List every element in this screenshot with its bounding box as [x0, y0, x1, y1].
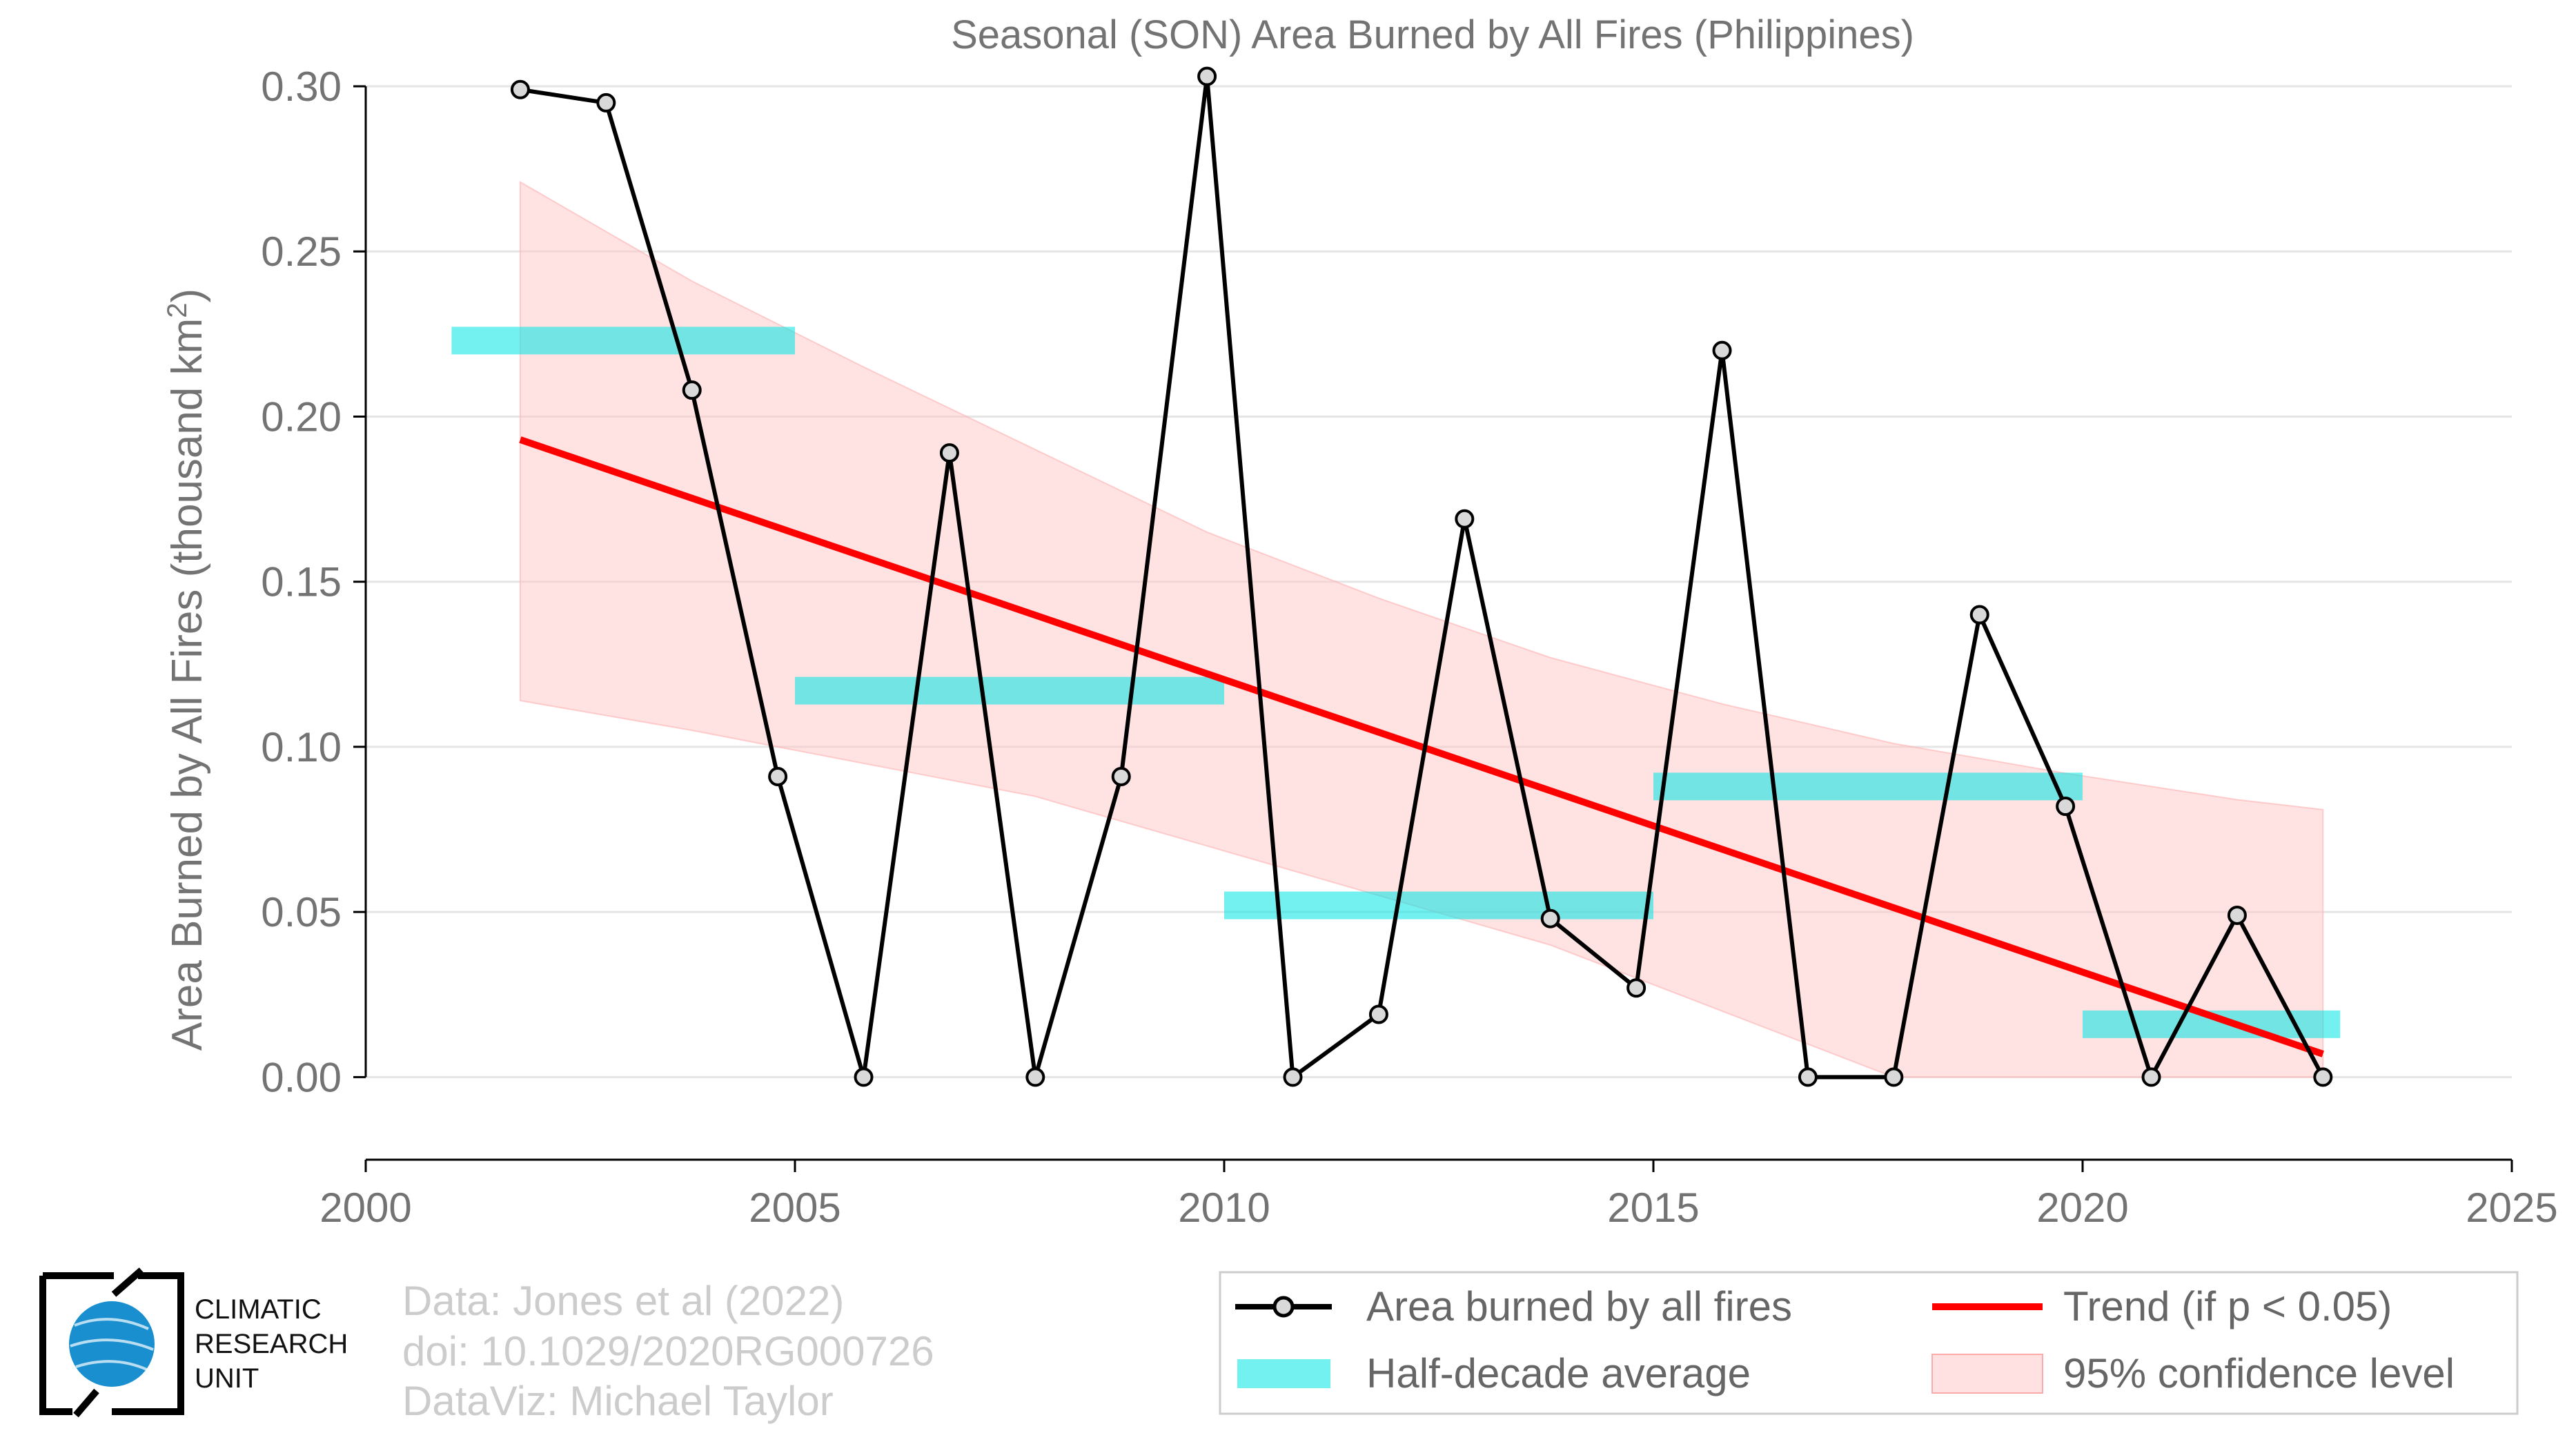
legend-trend-label: Trend (if p < 0.05): [2063, 1283, 2392, 1330]
confidence-band: [519, 181, 2324, 1078]
x-tick-label: 2010: [1178, 1185, 1270, 1231]
confidence-band-area: [519, 181, 2324, 1078]
y-tick-label: 0.00: [261, 1054, 342, 1100]
data-point: [1025, 1067, 1045, 1087]
y-tick-label: 0.05: [261, 889, 342, 935]
cru-logo: CLIMATIC RESEARCH UNIT: [39, 1267, 348, 1418]
data-point: [854, 1067, 874, 1087]
data-point: [1626, 978, 1646, 998]
legend-confidence-swatch: [1931, 1354, 2043, 1394]
data-point: [1368, 1004, 1388, 1024]
credit-data: Data: Jones et al (2022): [402, 1278, 844, 1324]
data-point: [596, 92, 616, 113]
data-point: [1455, 509, 1475, 529]
globe-swirl: [70, 1318, 154, 1372]
y-tick-label: 0.30: [261, 64, 342, 110]
data-point: [1712, 340, 1732, 360]
credit-dataviz: DataViz: Michael Taylor: [402, 1378, 834, 1424]
trend-line-path: [519, 436, 2324, 1058]
chart-title: Seasonal (SON) Area Burned by All Fires …: [951, 12, 1914, 57]
legend-item-series: Area burned by all fires: [1235, 1283, 1792, 1330]
legend-item-confidence: 95% confidence level: [1931, 1350, 2455, 1396]
series-line: [520, 74, 2325, 1080]
data-point: [1111, 766, 1131, 786]
legend: Area burned by all fires Trend (if p < 0…: [1219, 1271, 2519, 1415]
logo-text-line3: UNIT: [195, 1363, 259, 1394]
data-point: [1197, 66, 1217, 86]
x-tick-label: 2000: [319, 1185, 411, 1231]
data-point: [2313, 1067, 2333, 1087]
data-point: [1798, 1067, 1818, 1087]
half-decade-averages: [451, 327, 2341, 1038]
y-tick-label: 0.20: [261, 393, 342, 440]
half-decade-bar: [1653, 772, 2083, 801]
data-point: [768, 766, 788, 786]
x-tick-label: 2020: [2036, 1185, 2128, 1231]
legend-average-swatch: [1237, 1359, 1330, 1388]
legend-item-trend: Trend (if p < 0.05): [1932, 1283, 2392, 1330]
y-axis: 0.00 0.05 0.10 0.15 0.20 0.25 0.30: [261, 64, 367, 1100]
x-tick-label: 2015: [1607, 1185, 1699, 1231]
legend-item-average: Half-decade average: [1237, 1350, 1751, 1396]
data-point: [2056, 797, 2076, 817]
legend-series-marker: [1272, 1296, 1295, 1318]
data-point: [2227, 905, 2247, 925]
x-axis: 2000 2005 2010 2015 2020 2025: [319, 1158, 2558, 1231]
credit-doi: doi: 10.1029/2020RG000726: [402, 1328, 934, 1374]
half-decade-bar: [1224, 891, 1653, 919]
legend-series-label: Area burned by all fires: [1366, 1283, 1792, 1330]
y-axis-label: Area Burned by All Fires (thousand km2): [162, 289, 211, 1051]
logo-slash: [73, 1267, 144, 1418]
data-point: [682, 380, 702, 400]
legend-average-label: Half-decade average: [1366, 1350, 1751, 1396]
data-credits: Data: Jones et al (2022) doi: 10.1029/20…: [402, 1278, 934, 1424]
data-point: [510, 79, 530, 99]
half-decade-bar: [451, 327, 795, 355]
logo-frame: [39, 1272, 184, 1415]
legend-frame: [1219, 1271, 2519, 1415]
half-decade-bar: [795, 676, 1224, 705]
data-point: [939, 443, 959, 463]
y-tick-label: 0.15: [261, 559, 342, 605]
area-burned-series: [510, 66, 2333, 1087]
logo-text-line1: CLIMATIC: [195, 1294, 322, 1325]
data-point: [1283, 1067, 1303, 1087]
data-point: [2141, 1067, 2161, 1087]
legend-confidence-label: 95% confidence level: [2063, 1350, 2455, 1396]
y-tick-label: 0.10: [261, 724, 342, 770]
data-point: [1969, 605, 1989, 625]
data-point: [1884, 1067, 1904, 1087]
trend-line: [519, 436, 2324, 1058]
y-tick-label: 0.25: [261, 228, 342, 275]
x-tick-label: 2025: [2466, 1185, 2557, 1231]
x-tick-label: 2005: [749, 1185, 840, 1231]
data-point: [1540, 908, 1560, 928]
logo-text-line2: RESEARCH: [195, 1329, 348, 1359]
